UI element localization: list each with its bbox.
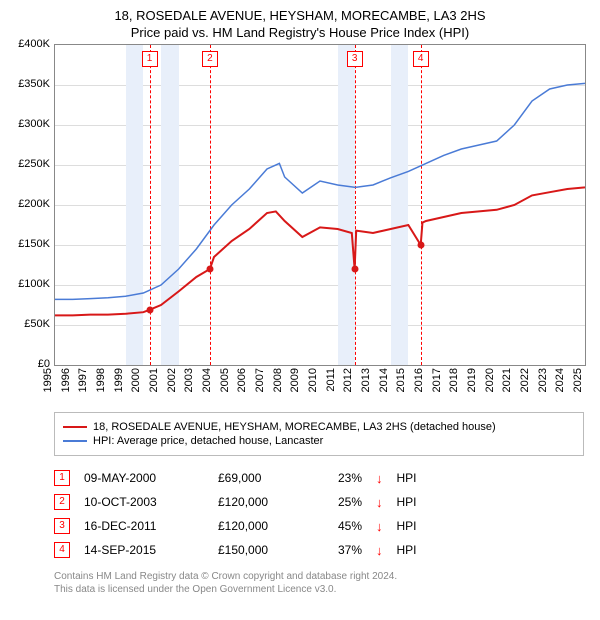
x-tick-label: 1997 [77, 368, 89, 392]
series-property [55, 187, 585, 315]
chart-legend: 18, ROSEDALE AVENUE, HEYSHAM, MORECAMBE,… [54, 412, 584, 456]
y-tick-label: £400K [18, 38, 50, 50]
legend-swatch [63, 440, 87, 442]
transaction-row: 2 10-OCT-2003 £120,000 25% ↓ HPI [54, 490, 584, 514]
x-tick-label: 2025 [572, 368, 584, 392]
page-title: 18, ROSEDALE AVENUE, HEYSHAM, MORECAMBE,… [12, 8, 588, 23]
sale-marker-badge: 3 [347, 51, 363, 67]
x-tick-label: 1999 [112, 368, 124, 392]
x-tick-label: 2002 [165, 368, 177, 392]
y-tick-label: £350K [18, 78, 50, 90]
sale-point-dot [206, 266, 213, 273]
transaction-row: 1 09-MAY-2000 £69,000 23% ↓ HPI [54, 466, 584, 490]
x-tick-label: 2011 [325, 368, 337, 392]
transaction-vs: HPI [397, 495, 417, 509]
transaction-badge: 3 [54, 518, 70, 534]
legend-swatch [63, 426, 87, 428]
attribution-footer: Contains HM Land Registry data © Crown c… [54, 570, 584, 596]
transactions-table: 1 09-MAY-2000 £69,000 23% ↓ HPI 2 10-OCT-2003 £1… [54, 466, 584, 562]
x-tick-label: 2000 [130, 368, 142, 392]
transaction-date: 14-SEP-2015 [84, 543, 204, 557]
transaction-pct: 45% [322, 519, 362, 533]
x-tick-label: 2024 [554, 368, 566, 392]
legend-item: 18, ROSEDALE AVENUE, HEYSHAM, MORECAMBE,… [63, 421, 575, 433]
legend-item: HPI: Average price, detached house, Lanc… [63, 435, 575, 447]
x-tick-label: 2013 [360, 368, 372, 392]
x-tick-label: 2016 [413, 368, 425, 392]
footer-line: This data is licensed under the Open Gov… [54, 583, 584, 596]
transaction-row: 3 16-DEC-2011 £120,000 45% ↓ HPI [54, 514, 584, 538]
x-tick-label: 2001 [148, 368, 160, 392]
legend-label: HPI: Average price, detached house, Lanc… [93, 435, 323, 447]
y-tick-label: £50K [24, 318, 50, 330]
x-tick-label: 2012 [342, 368, 354, 392]
chart-series-svg [55, 45, 585, 365]
sale-point-dot [146, 306, 153, 313]
page-subtitle: Price paid vs. HM Land Registry's House … [12, 25, 588, 40]
sale-point-dot [417, 242, 424, 249]
transaction-badge: 2 [54, 494, 70, 510]
transaction-price: £69,000 [218, 471, 308, 485]
x-tick-label: 2017 [430, 368, 442, 392]
sale-marker-badge: 1 [142, 51, 158, 67]
sale-marker-badge: 4 [413, 51, 429, 67]
y-tick-label: £200K [18, 198, 50, 210]
x-tick-label: 2010 [307, 368, 319, 392]
x-tick-label: 1996 [59, 368, 71, 392]
transaction-badge: 1 [54, 470, 70, 486]
legend-label: 18, ROSEDALE AVENUE, HEYSHAM, MORECAMBE,… [93, 421, 496, 433]
x-tick-label: 2018 [448, 368, 460, 392]
transaction-price: £120,000 [218, 495, 308, 509]
y-tick-label: £100K [18, 278, 50, 290]
x-tick-label: 2021 [501, 368, 513, 392]
down-arrow-icon: ↓ [376, 471, 383, 486]
sale-point-dot [351, 266, 358, 273]
transaction-row: 4 14-SEP-2015 £150,000 37% ↓ HPI [54, 538, 584, 562]
x-tick-label: 2023 [536, 368, 548, 392]
sale-marker-badge: 2 [202, 51, 218, 67]
transaction-price: £150,000 [218, 543, 308, 557]
down-arrow-icon: ↓ [376, 495, 383, 510]
x-tick-label: 2006 [236, 368, 248, 392]
transaction-pct: 25% [322, 495, 362, 509]
x-tick-label: 2009 [289, 368, 301, 392]
down-arrow-icon: ↓ [376, 543, 383, 558]
transaction-date: 09-MAY-2000 [84, 471, 204, 485]
x-tick-label: 2007 [254, 368, 266, 392]
x-tick-label: 2020 [483, 368, 495, 392]
x-tick-label: 2014 [377, 368, 389, 392]
y-tick-label: £150K [18, 238, 50, 250]
transaction-vs: HPI [397, 519, 417, 533]
x-tick-label: 2005 [218, 368, 230, 392]
y-tick-label: £250K [18, 158, 50, 170]
transaction-price: £120,000 [218, 519, 308, 533]
x-tick-label: 1995 [42, 368, 54, 392]
y-tick-label: £300K [18, 118, 50, 130]
x-tick-label: 2022 [519, 368, 531, 392]
x-tick-label: 1998 [95, 368, 107, 392]
down-arrow-icon: ↓ [376, 519, 383, 534]
footer-line: Contains HM Land Registry data © Crown c… [54, 570, 584, 583]
series-hpi [55, 83, 585, 299]
x-tick-label: 2015 [395, 368, 407, 392]
transaction-vs: HPI [397, 543, 417, 557]
transaction-date: 10-OCT-2003 [84, 495, 204, 509]
transaction-vs: HPI [397, 471, 417, 485]
x-tick-label: 2004 [201, 368, 213, 392]
price-chart: £0£50K£100K£150K£200K£250K£300K£350K£400… [12, 44, 588, 402]
transaction-pct: 23% [322, 471, 362, 485]
transaction-date: 16-DEC-2011 [84, 519, 204, 533]
x-tick-label: 2003 [183, 368, 195, 392]
x-tick-label: 2008 [271, 368, 283, 392]
transaction-badge: 4 [54, 542, 70, 558]
transaction-pct: 37% [322, 543, 362, 557]
x-tick-label: 2019 [466, 368, 478, 392]
